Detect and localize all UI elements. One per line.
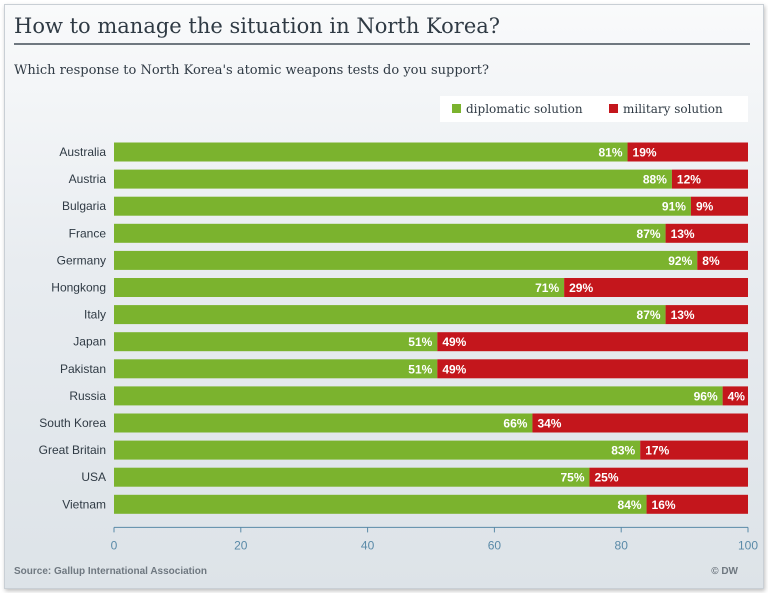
data-label-diplomatic-italy: 87% xyxy=(637,308,661,322)
category-label-austria: Austria xyxy=(69,172,107,186)
x-tick-label-100: 100 xyxy=(738,538,758,552)
bar-diplomatic-usa xyxy=(114,467,590,487)
category-label-france: France xyxy=(69,226,107,240)
bar-military-usa xyxy=(589,467,748,487)
category-label-hongkong: Hongkong xyxy=(51,281,106,295)
category-label-south-korea: South Korea xyxy=(39,416,106,430)
title-divider xyxy=(14,43,750,45)
bar-military-great-britain xyxy=(640,440,748,460)
category-label-italy: Italy xyxy=(84,308,106,322)
data-label-military-bulgaria: 9% xyxy=(696,200,714,214)
legend-item-diplomatic: diplomatic solution xyxy=(452,102,583,116)
data-label-military-italy: 13% xyxy=(671,308,695,322)
bar-military-austria xyxy=(671,169,748,189)
bar-military-bulgaria xyxy=(690,196,748,216)
data-label-diplomatic-bulgaria: 91% xyxy=(662,200,686,214)
data-label-diplomatic-france: 87% xyxy=(637,227,661,241)
data-label-military-vietnam: 16% xyxy=(652,498,676,512)
bar-diplomatic-austria xyxy=(114,169,672,189)
bar-diplomatic-germany xyxy=(114,250,698,270)
data-label-diplomatic-japan: 51% xyxy=(408,335,432,349)
bar-military-hongkong xyxy=(564,278,748,297)
data-label-diplomatic-australia: 81% xyxy=(599,146,623,160)
bar-military-vietnam xyxy=(646,494,748,514)
bar-diplomatic-bulgaria xyxy=(114,196,691,216)
data-label-diplomatic-russia: 96% xyxy=(694,389,718,403)
bar-diplomatic-great-britain xyxy=(114,440,641,460)
bar-military-germany xyxy=(697,250,748,270)
bar-military-south-korea xyxy=(532,413,748,433)
data-label-military-japan: 49% xyxy=(442,335,466,349)
legend-label-military: military solution xyxy=(623,102,723,116)
x-tick-label-80: 80 xyxy=(615,538,629,552)
data-label-military-australia: 19% xyxy=(633,146,657,160)
data-label-military-usa: 25% xyxy=(595,471,619,485)
category-label-japan: Japan xyxy=(73,335,106,349)
category-label-bulgaria: Bulgaria xyxy=(62,199,106,213)
bar-diplomatic-france xyxy=(114,223,666,243)
chart-subtitle: Which response to North Korea's atomic w… xyxy=(14,63,489,78)
data-label-diplomatic-south-korea: 66% xyxy=(503,417,527,431)
x-tick-label-40: 40 xyxy=(361,538,375,552)
category-label-pakistan: Pakistan xyxy=(60,362,106,376)
category-label-russia: Russia xyxy=(69,389,106,403)
bar-military-pakistan xyxy=(437,359,748,379)
data-label-diplomatic-vietnam: 84% xyxy=(618,498,642,512)
data-label-military-pakistan: 49% xyxy=(442,362,466,376)
bar-military-italy xyxy=(665,305,748,325)
chart-title: How to manage the situation in North Kor… xyxy=(14,14,501,38)
data-label-military-austria: 12% xyxy=(677,173,701,187)
bar-diplomatic-japan xyxy=(114,332,438,352)
bar-diplomatic-australia xyxy=(114,142,628,162)
data-label-military-south-korea: 34% xyxy=(537,417,561,431)
data-label-military-germany: 8% xyxy=(702,254,720,268)
legend-swatch-military xyxy=(609,104,618,113)
bar-diplomatic-italy xyxy=(114,305,666,325)
bar-diplomatic-russia xyxy=(114,386,723,406)
legend-label-diplomatic: diplomatic solution xyxy=(466,102,583,116)
bar-military-australia xyxy=(627,142,748,162)
bar-military-japan xyxy=(437,332,748,352)
category-label-vietnam: Vietnam xyxy=(62,497,106,511)
x-tick-label-60: 60 xyxy=(488,538,502,552)
data-label-diplomatic-pakistan: 51% xyxy=(408,362,432,376)
data-label-diplomatic-hongkong: 71% xyxy=(535,281,559,295)
bar-diplomatic-south-korea xyxy=(114,413,533,433)
data-label-diplomatic-germany: 92% xyxy=(668,254,692,268)
x-tick-label-0: 0 xyxy=(111,538,118,552)
bar-diplomatic-hongkong xyxy=(114,278,565,297)
data-label-diplomatic-great-britain: 83% xyxy=(611,444,635,458)
category-label-germany: Germany xyxy=(57,253,106,267)
data-label-military-russia: 4% xyxy=(728,389,746,403)
x-tick-label-20: 20 xyxy=(234,538,248,552)
category-label-great-britain: Great Britain xyxy=(39,443,106,457)
credit-note: © DW xyxy=(711,566,738,577)
bar-military-russia xyxy=(722,386,748,406)
data-label-military-hongkong: 29% xyxy=(569,281,593,295)
legend-swatch-diplomatic xyxy=(452,104,461,113)
category-label-australia: Australia xyxy=(59,145,106,159)
data-label-military-great-britain: 17% xyxy=(645,444,669,458)
data-label-military-france: 13% xyxy=(671,227,695,241)
data-label-diplomatic-austria: 88% xyxy=(643,173,667,187)
bar-military-france xyxy=(665,223,748,243)
category-label-usa: USA xyxy=(81,470,106,484)
bar-diplomatic-pakistan xyxy=(114,359,438,379)
source-note: Source: Gallup International Association xyxy=(14,566,207,577)
legend-item-military: military solution xyxy=(609,102,723,116)
data-label-diplomatic-usa: 75% xyxy=(560,471,584,485)
legend: diplomatic solution military solution xyxy=(440,96,748,122)
bar-diplomatic-vietnam xyxy=(114,494,647,514)
